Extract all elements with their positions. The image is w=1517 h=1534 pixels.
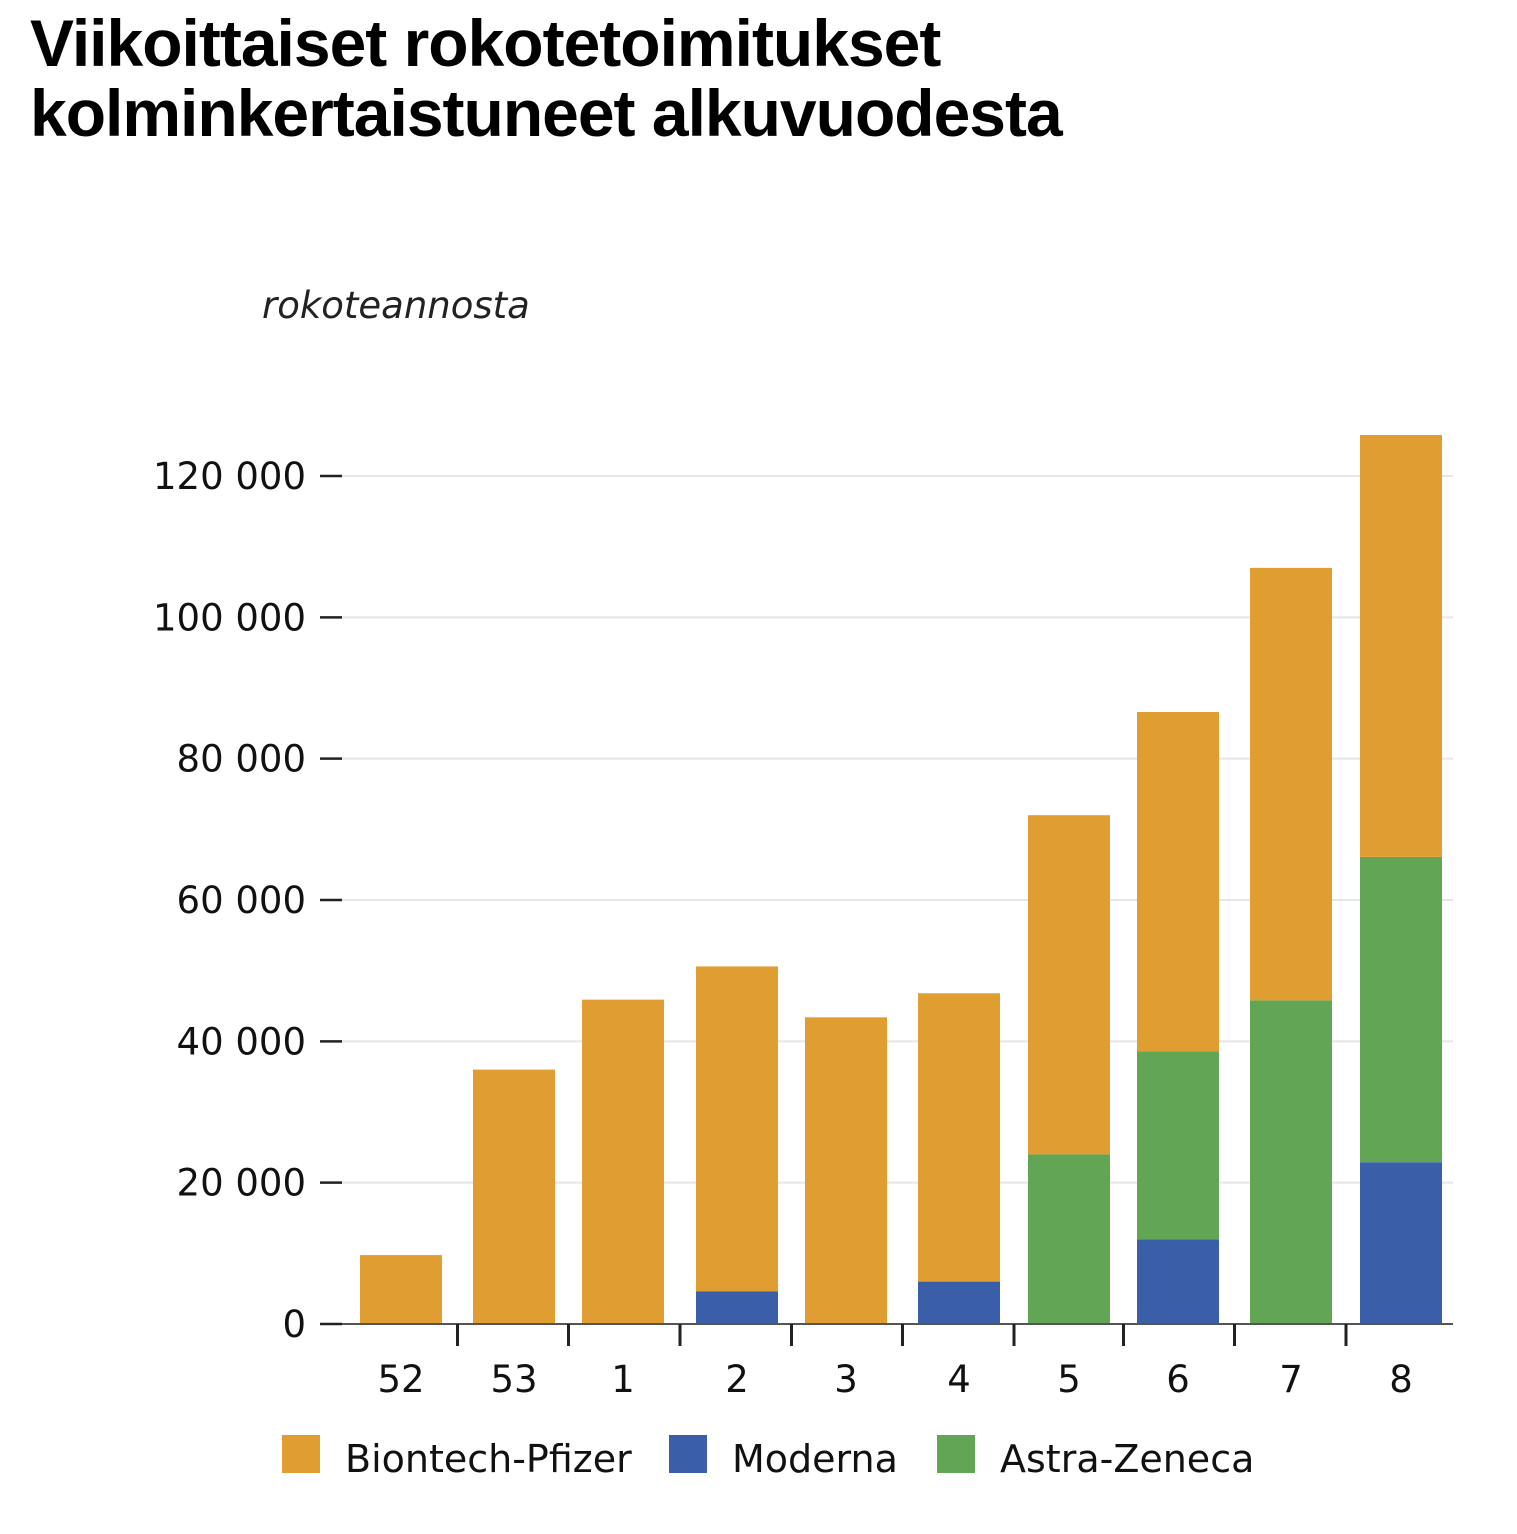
bar-segment-moderna bbox=[918, 1281, 1000, 1324]
x-tick-label: 7 bbox=[1279, 1358, 1303, 1401]
bar-segment-moderna bbox=[1360, 1162, 1442, 1324]
legend: Biontech-Pfizer Moderna Astra-Zeneca bbox=[282, 1435, 1254, 1481]
legend-swatch bbox=[669, 1435, 707, 1473]
x-tick-label: 4 bbox=[947, 1358, 971, 1401]
x-tick-label: 8 bbox=[1389, 1358, 1413, 1401]
title-line-1: Viikoittaiset rokotetoimitukset bbox=[30, 6, 941, 80]
y-tick-label: 100 000 bbox=[153, 596, 306, 639]
bars bbox=[360, 435, 1442, 1324]
bar-segment-astra-zeneca bbox=[1028, 1154, 1110, 1324]
bar-segment-biontech-pfizer bbox=[1028, 815, 1110, 1155]
y-tick-label: 120 000 bbox=[153, 455, 306, 498]
x-tick-label: 5 bbox=[1057, 1358, 1081, 1401]
y-tick-label: 40 000 bbox=[177, 1020, 306, 1063]
bar-segment-biontech-pfizer bbox=[473, 1069, 555, 1324]
x-tick-label: 52 bbox=[377, 1358, 424, 1401]
x-tick-label: 2 bbox=[725, 1358, 749, 1401]
chart-title: Viikoittaiset rokotetoimitukset kolminke… bbox=[30, 8, 1490, 148]
legend-label: Moderna bbox=[732, 1437, 898, 1481]
bar-segment-biontech-pfizer bbox=[805, 1017, 887, 1324]
x-tick-label: 3 bbox=[834, 1358, 858, 1401]
bar-segment-astra-zeneca bbox=[1137, 1051, 1219, 1240]
legend-swatch bbox=[937, 1435, 975, 1473]
axes: 0 20 000 40 000 60 000 80 000 100 000 120 000 5… bbox=[153, 455, 1453, 1401]
y-tick-label: 80 000 bbox=[177, 738, 306, 781]
bar-segment-biontech-pfizer bbox=[582, 999, 664, 1324]
bar-segment-biontech-pfizer bbox=[696, 966, 778, 1292]
bar-segment-moderna bbox=[1137, 1239, 1219, 1324]
bar-segment-astra-zeneca bbox=[1360, 856, 1442, 1163]
x-tick-label: 6 bbox=[1166, 1358, 1190, 1401]
legend-swatch bbox=[282, 1435, 320, 1473]
bar-segment-astra-zeneca bbox=[1250, 1000, 1332, 1324]
bar-segment-biontech-pfizer bbox=[918, 993, 1000, 1282]
y-tick-label: 20 000 bbox=[177, 1162, 306, 1205]
legend-label: Astra-Zeneca bbox=[1000, 1437, 1254, 1481]
x-tick-label: 1 bbox=[611, 1358, 635, 1401]
x-tick-label: 53 bbox=[490, 1358, 537, 1401]
bar-segment-biontech-pfizer bbox=[360, 1255, 442, 1324]
y-axis-label: rokoteannosta bbox=[262, 284, 530, 327]
bar-segment-biontech-pfizer bbox=[1360, 435, 1442, 857]
y-tick-label: 0 bbox=[282, 1303, 306, 1346]
bar-segment-biontech-pfizer bbox=[1137, 712, 1219, 1052]
y-tick-label: 60 000 bbox=[177, 879, 306, 922]
bar-segment-biontech-pfizer bbox=[1250, 567, 1332, 1001]
legend-label: Biontech-Pfizer bbox=[345, 1437, 632, 1481]
bar-segment-moderna bbox=[696, 1291, 778, 1324]
title-line-2: kolminkertaistuneet alkuvuodesta bbox=[30, 76, 1063, 150]
